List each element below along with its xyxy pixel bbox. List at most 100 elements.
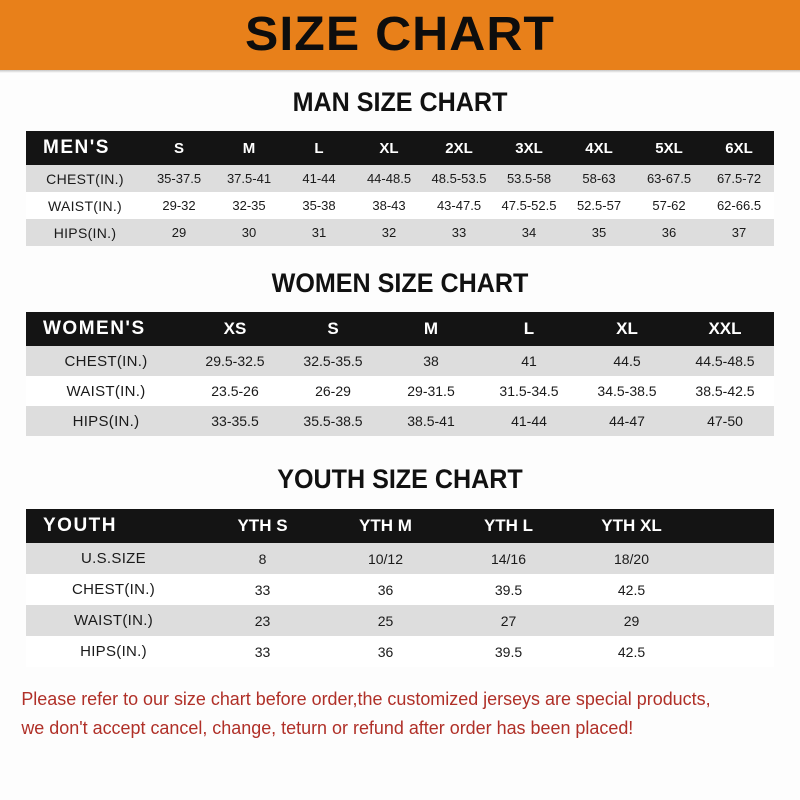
youth-waist-s: 23 <box>201 605 324 636</box>
women-chest-m: 38 <box>382 346 480 376</box>
table-row: HIPS(IN.) 33-35.5 35.5-38.5 38.5-41 41-4… <box>26 406 774 436</box>
man-hips-s: 29 <box>144 219 214 246</box>
youth-chest-l: 39.5 <box>447 574 570 605</box>
women-size-table: WOMEN'S XS S M L XL XXL CHEST(IN.) 29.5-… <box>26 312 774 436</box>
youth-row-label-hips: HIPS(IN.) <box>26 636 201 667</box>
man-col-xl: XL <box>354 131 424 165</box>
youth-row-label-ussize: U.S.SIZE <box>26 543 201 574</box>
women-hips-s: 35.5-38.5 <box>284 406 382 436</box>
table-header-row: WOMEN'S XS S M L XL XXL <box>26 312 774 346</box>
women-waist-xxl: 38.5-42.5 <box>676 376 774 406</box>
women-waist-xl: 34.5-38.5 <box>578 376 676 406</box>
man-waist-2xl: 43-47.5 <box>424 192 494 219</box>
man-waist-5xl: 57-62 <box>634 192 704 219</box>
youth-hips-xl: 42.5 <box>570 636 693 667</box>
man-header-label: MEN'S <box>26 131 144 165</box>
man-col-s: S <box>144 131 214 165</box>
youth-row-label-chest: CHEST(IN.) <box>26 574 201 605</box>
table-row: CHEST(IN.) 29.5-32.5 32.5-35.5 38 41 44.… <box>26 346 774 376</box>
women-header-label: WOMEN'S <box>26 312 186 346</box>
table-row: U.S.SIZE 8 10/12 14/16 18/20 <box>26 543 774 574</box>
man-chest-m: 37.5-41 <box>214 165 284 192</box>
youth-chest-s: 33 <box>201 574 324 605</box>
youth-cell-spacer <box>693 543 774 574</box>
table-row: WAIST(IN.) 23 25 27 29 <box>26 605 774 636</box>
women-hips-xxl: 47-50 <box>676 406 774 436</box>
youth-cell-spacer <box>693 636 774 667</box>
youth-col-l: YTH L <box>447 509 570 543</box>
man-chest-3xl: 53.5-58 <box>494 165 564 192</box>
women-col-l: L <box>480 312 578 346</box>
man-hips-xl: 32 <box>354 219 424 246</box>
table-row: CHEST(IN.) 35-37.5 37.5-41 41-44 44-48.5… <box>26 165 774 192</box>
table-row: WAIST(IN.) 23.5-26 26-29 29-31.5 31.5-34… <box>26 376 774 406</box>
women-chest-xl: 44.5 <box>578 346 676 376</box>
women-chest-l: 41 <box>480 346 578 376</box>
footer-line-1: Please refer to our size chart before or… <box>21 688 711 709</box>
footer-disclaimer: Please refer to our size chart before or… <box>0 685 776 742</box>
man-row-label-waist: WAIST(IN.) <box>26 192 144 219</box>
table-header-row: YOUTH YTH S YTH M YTH L YTH XL <box>26 509 774 543</box>
man-waist-s: 29-32 <box>144 192 214 219</box>
table-row: HIPS(IN.) 33 36 39.5 42.5 <box>26 636 774 667</box>
man-col-4xl: 4XL <box>564 131 634 165</box>
youth-header-label: YOUTH <box>26 509 201 543</box>
youth-hips-s: 33 <box>201 636 324 667</box>
man-chest-4xl: 58-63 <box>564 165 634 192</box>
women-hips-l: 41-44 <box>480 406 578 436</box>
youth-row-label-waist: WAIST(IN.) <box>26 605 201 636</box>
women-row-label-chest: CHEST(IN.) <box>26 346 186 376</box>
youth-chest-m: 36 <box>324 574 447 605</box>
youth-waist-l: 27 <box>447 605 570 636</box>
youth-cell-spacer <box>693 574 774 605</box>
man-size-table: MEN'S S M L XL 2XL 3XL 4XL 5XL 6XL CHEST… <box>26 131 774 246</box>
women-waist-s: 26-29 <box>284 376 382 406</box>
women-waist-m: 29-31.5 <box>382 376 480 406</box>
youth-col-m: YTH M <box>324 509 447 543</box>
man-waist-3xl: 47.5-52.5 <box>494 192 564 219</box>
man-chest-xl: 44-48.5 <box>354 165 424 192</box>
man-hips-m: 30 <box>214 219 284 246</box>
women-col-xxl: XXL <box>676 312 774 346</box>
section-title-youth: YOUTH SIZE CHART <box>277 464 523 494</box>
man-col-2xl: 2XL <box>424 131 494 165</box>
women-hips-xl: 44-47 <box>578 406 676 436</box>
youth-cell-spacer <box>693 605 774 636</box>
women-hips-xs: 33-35.5 <box>186 406 284 436</box>
man-hips-6xl: 37 <box>704 219 774 246</box>
man-waist-xl: 38-43 <box>354 192 424 219</box>
table-row: HIPS(IN.) 29 30 31 32 33 34 35 36 37 <box>26 219 774 246</box>
man-chest-5xl: 63-67.5 <box>634 165 704 192</box>
women-chest-s: 32.5-35.5 <box>284 346 382 376</box>
women-col-xl: XL <box>578 312 676 346</box>
banner-shadow <box>0 70 800 73</box>
youth-ussize-xl: 18/20 <box>570 543 693 574</box>
man-col-l: L <box>284 131 354 165</box>
youth-ussize-l: 14/16 <box>447 543 570 574</box>
women-row-label-waist: WAIST(IN.) <box>26 376 186 406</box>
women-col-m: M <box>382 312 480 346</box>
youth-ussize-m: 10/12 <box>324 543 447 574</box>
man-waist-4xl: 52.5-57 <box>564 192 634 219</box>
table-header-row: MEN'S S M L XL 2XL 3XL 4XL 5XL 6XL <box>26 131 774 165</box>
man-chest-s: 35-37.5 <box>144 165 214 192</box>
man-waist-m: 32-35 <box>214 192 284 219</box>
man-row-label-hips: HIPS(IN.) <box>26 219 144 246</box>
youth-size-table: YOUTH YTH S YTH M YTH L YTH XL U.S.SIZE … <box>26 509 774 667</box>
youth-waist-xl: 29 <box>570 605 693 636</box>
youth-hips-m: 36 <box>324 636 447 667</box>
youth-col-s: YTH S <box>201 509 324 543</box>
women-col-xs: XS <box>186 312 284 346</box>
man-chest-l: 41-44 <box>284 165 354 192</box>
man-col-3xl: 3XL <box>494 131 564 165</box>
section-youth: YOUTH SIZE CHART YOUTH YTH S YTH M YTH L… <box>0 464 800 667</box>
man-chest-6xl: 67.5-72 <box>704 165 774 192</box>
section-man: MAN SIZE CHART MEN'S S M L XL 2XL 3XL 4X… <box>0 87 800 246</box>
section-title-women: WOMEN SIZE CHART <box>271 268 529 298</box>
man-hips-l: 31 <box>284 219 354 246</box>
youth-chest-xl: 42.5 <box>570 574 693 605</box>
youth-col-spacer <box>693 509 774 543</box>
women-hips-m: 38.5-41 <box>382 406 480 436</box>
man-col-6xl: 6XL <box>704 131 774 165</box>
